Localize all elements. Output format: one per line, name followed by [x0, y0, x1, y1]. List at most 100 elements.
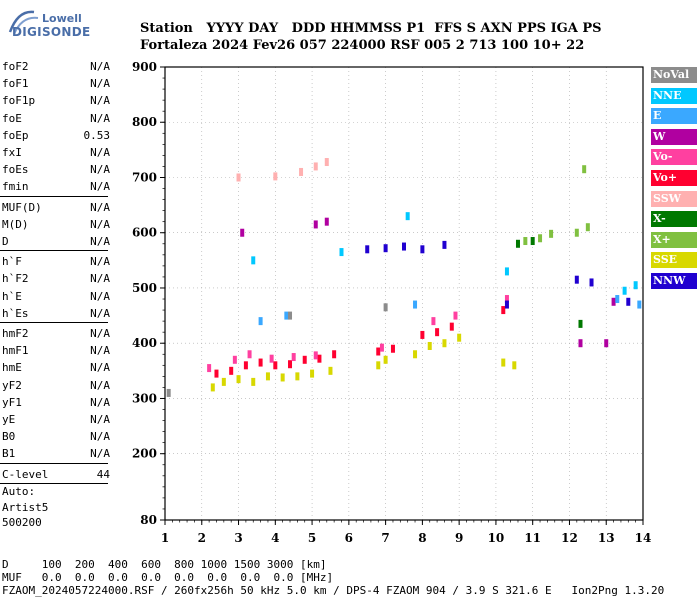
logo-text-digisonde: DIGISONDE — [12, 25, 91, 39]
data-point — [435, 328, 440, 337]
legend-item-x-: X+ — [651, 231, 697, 248]
series-nne — [251, 212, 638, 295]
x-tick-label: 1 — [161, 531, 169, 545]
param-row-hf: h`F N/A — [2, 255, 110, 271]
data-point — [221, 377, 226, 386]
y-tick-label: 400 — [132, 336, 157, 350]
data-point — [402, 242, 406, 251]
param-separator — [0, 250, 108, 252]
series-vo- — [214, 306, 506, 378]
param-label: foEs — [2, 163, 29, 177]
footer-info: D 100 200 400 600 800 1000 1500 3000 [km… — [2, 558, 664, 597]
header-line-1: Station YYYY DAY DDD HHMMSS P1 FFS S AXN… — [140, 21, 602, 36]
x-tick-label: 8 — [418, 531, 426, 545]
x-tick-label: 13 — [598, 531, 615, 545]
auto-label: Auto: — [2, 485, 36, 498]
x-tick-label: 2 — [198, 531, 206, 545]
data-point — [339, 248, 344, 257]
param-label: fxI — [2, 146, 22, 159]
data-point — [574, 228, 579, 237]
data-point — [247, 350, 252, 359]
artist-version: Artist5 — [2, 500, 49, 514]
param-row-fof1p: foF1p N/A — [2, 94, 110, 110]
legend-item-vo-: Vo+ — [651, 170, 697, 186]
param-row-foe: foE N/A — [2, 112, 110, 128]
param-label: foF1p — [2, 94, 36, 108]
param-value: N/A — [90, 447, 110, 461]
param-label: yE — [2, 413, 16, 426]
data-point — [420, 245, 425, 254]
y-tick-label: 800 — [132, 115, 157, 129]
param-label: hmE — [2, 361, 22, 375]
logo: Lowell DIGISONDE — [4, 6, 124, 42]
data-point — [328, 366, 333, 375]
param-row-hme: hmE N/A — [2, 361, 110, 377]
data-point — [611, 297, 616, 306]
data-point — [582, 165, 587, 174]
param-label: B1 — [2, 447, 16, 461]
series-w — [240, 217, 616, 348]
param-label: yF1 — [2, 395, 22, 409]
data-point — [501, 358, 506, 367]
data-point — [258, 358, 263, 367]
chart-grid — [165, 67, 643, 520]
param-value: 0.53 — [83, 128, 111, 142]
param-row-yf1: yF1 N/A — [2, 396, 110, 412]
data-point — [214, 369, 219, 378]
param-row-b1: B1 N/A — [2, 447, 110, 463]
param-label: yF2 — [2, 378, 22, 392]
chart-axes: 1 2 3 4 5 6 7 8 9 10 11 12 13 14802003004005006007008… — [132, 60, 651, 545]
param-label: foF1 — [2, 77, 29, 91]
param-separator — [0, 462, 108, 464]
data-point — [538, 234, 543, 243]
data-point — [313, 351, 318, 360]
x-tick-label: 10 — [488, 531, 505, 545]
param-row-d: D N/A — [2, 235, 110, 251]
param-value: N/A — [90, 235, 110, 248]
legend-item-ssw: SSW — [651, 190, 697, 207]
param-label: foEp — [2, 128, 29, 142]
legend-item-noval: NoVal — [651, 67, 697, 83]
param-value: N/A — [90, 94, 110, 108]
param-label: h`E — [2, 289, 22, 303]
param-row-hmf2: hmF2 N/A — [2, 327, 110, 343]
data-point — [376, 361, 381, 370]
data-point — [299, 167, 304, 176]
data-point — [413, 300, 418, 309]
series-sse — [210, 333, 517, 392]
param-label: M(D) — [2, 217, 29, 231]
artist-code: 500200 — [2, 516, 42, 529]
series-x- — [523, 165, 590, 246]
data-point — [302, 355, 307, 364]
data-point — [207, 364, 212, 373]
x-tick-label: 5 — [308, 531, 316, 545]
data-point — [240, 228, 245, 237]
param-value: N/A — [90, 395, 110, 409]
param-row-md: M(D) N/A — [2, 218, 110, 234]
muf-row: MUF 0.0 0.0 0.0 0.0 0.0 0.0 0.0 0.0 [MHz… — [2, 571, 334, 584]
data-point — [457, 333, 462, 342]
param-row-foep: foEp 0.53 — [2, 129, 110, 145]
x-tick-label: 6 — [345, 531, 353, 545]
param-label: foE — [2, 111, 22, 125]
param-label: h`Es — [2, 306, 29, 320]
data-point — [515, 239, 520, 248]
param-value: N/A — [90, 111, 110, 125]
data-point — [501, 306, 506, 315]
series-noval — [166, 303, 388, 397]
file-info: FZAOM_2024057224000.RSF / 260fx256h 50 k… — [2, 584, 665, 597]
param-label: hmF1 — [2, 344, 29, 358]
param-row-fof1: foF1 N/A — [2, 77, 110, 93]
data-point — [236, 173, 241, 182]
param-value: N/A — [90, 255, 110, 269]
data-point — [390, 344, 395, 353]
data-point — [376, 347, 381, 356]
data-point — [313, 220, 318, 229]
auto-scaling-info: Auto: Artist5 500200 — [2, 484, 48, 531]
data-point — [420, 330, 425, 339]
y-tick-label: 900 — [132, 60, 157, 74]
data-point — [626, 297, 631, 306]
y-tick-label: 600 — [132, 226, 157, 240]
data-point — [431, 317, 436, 326]
